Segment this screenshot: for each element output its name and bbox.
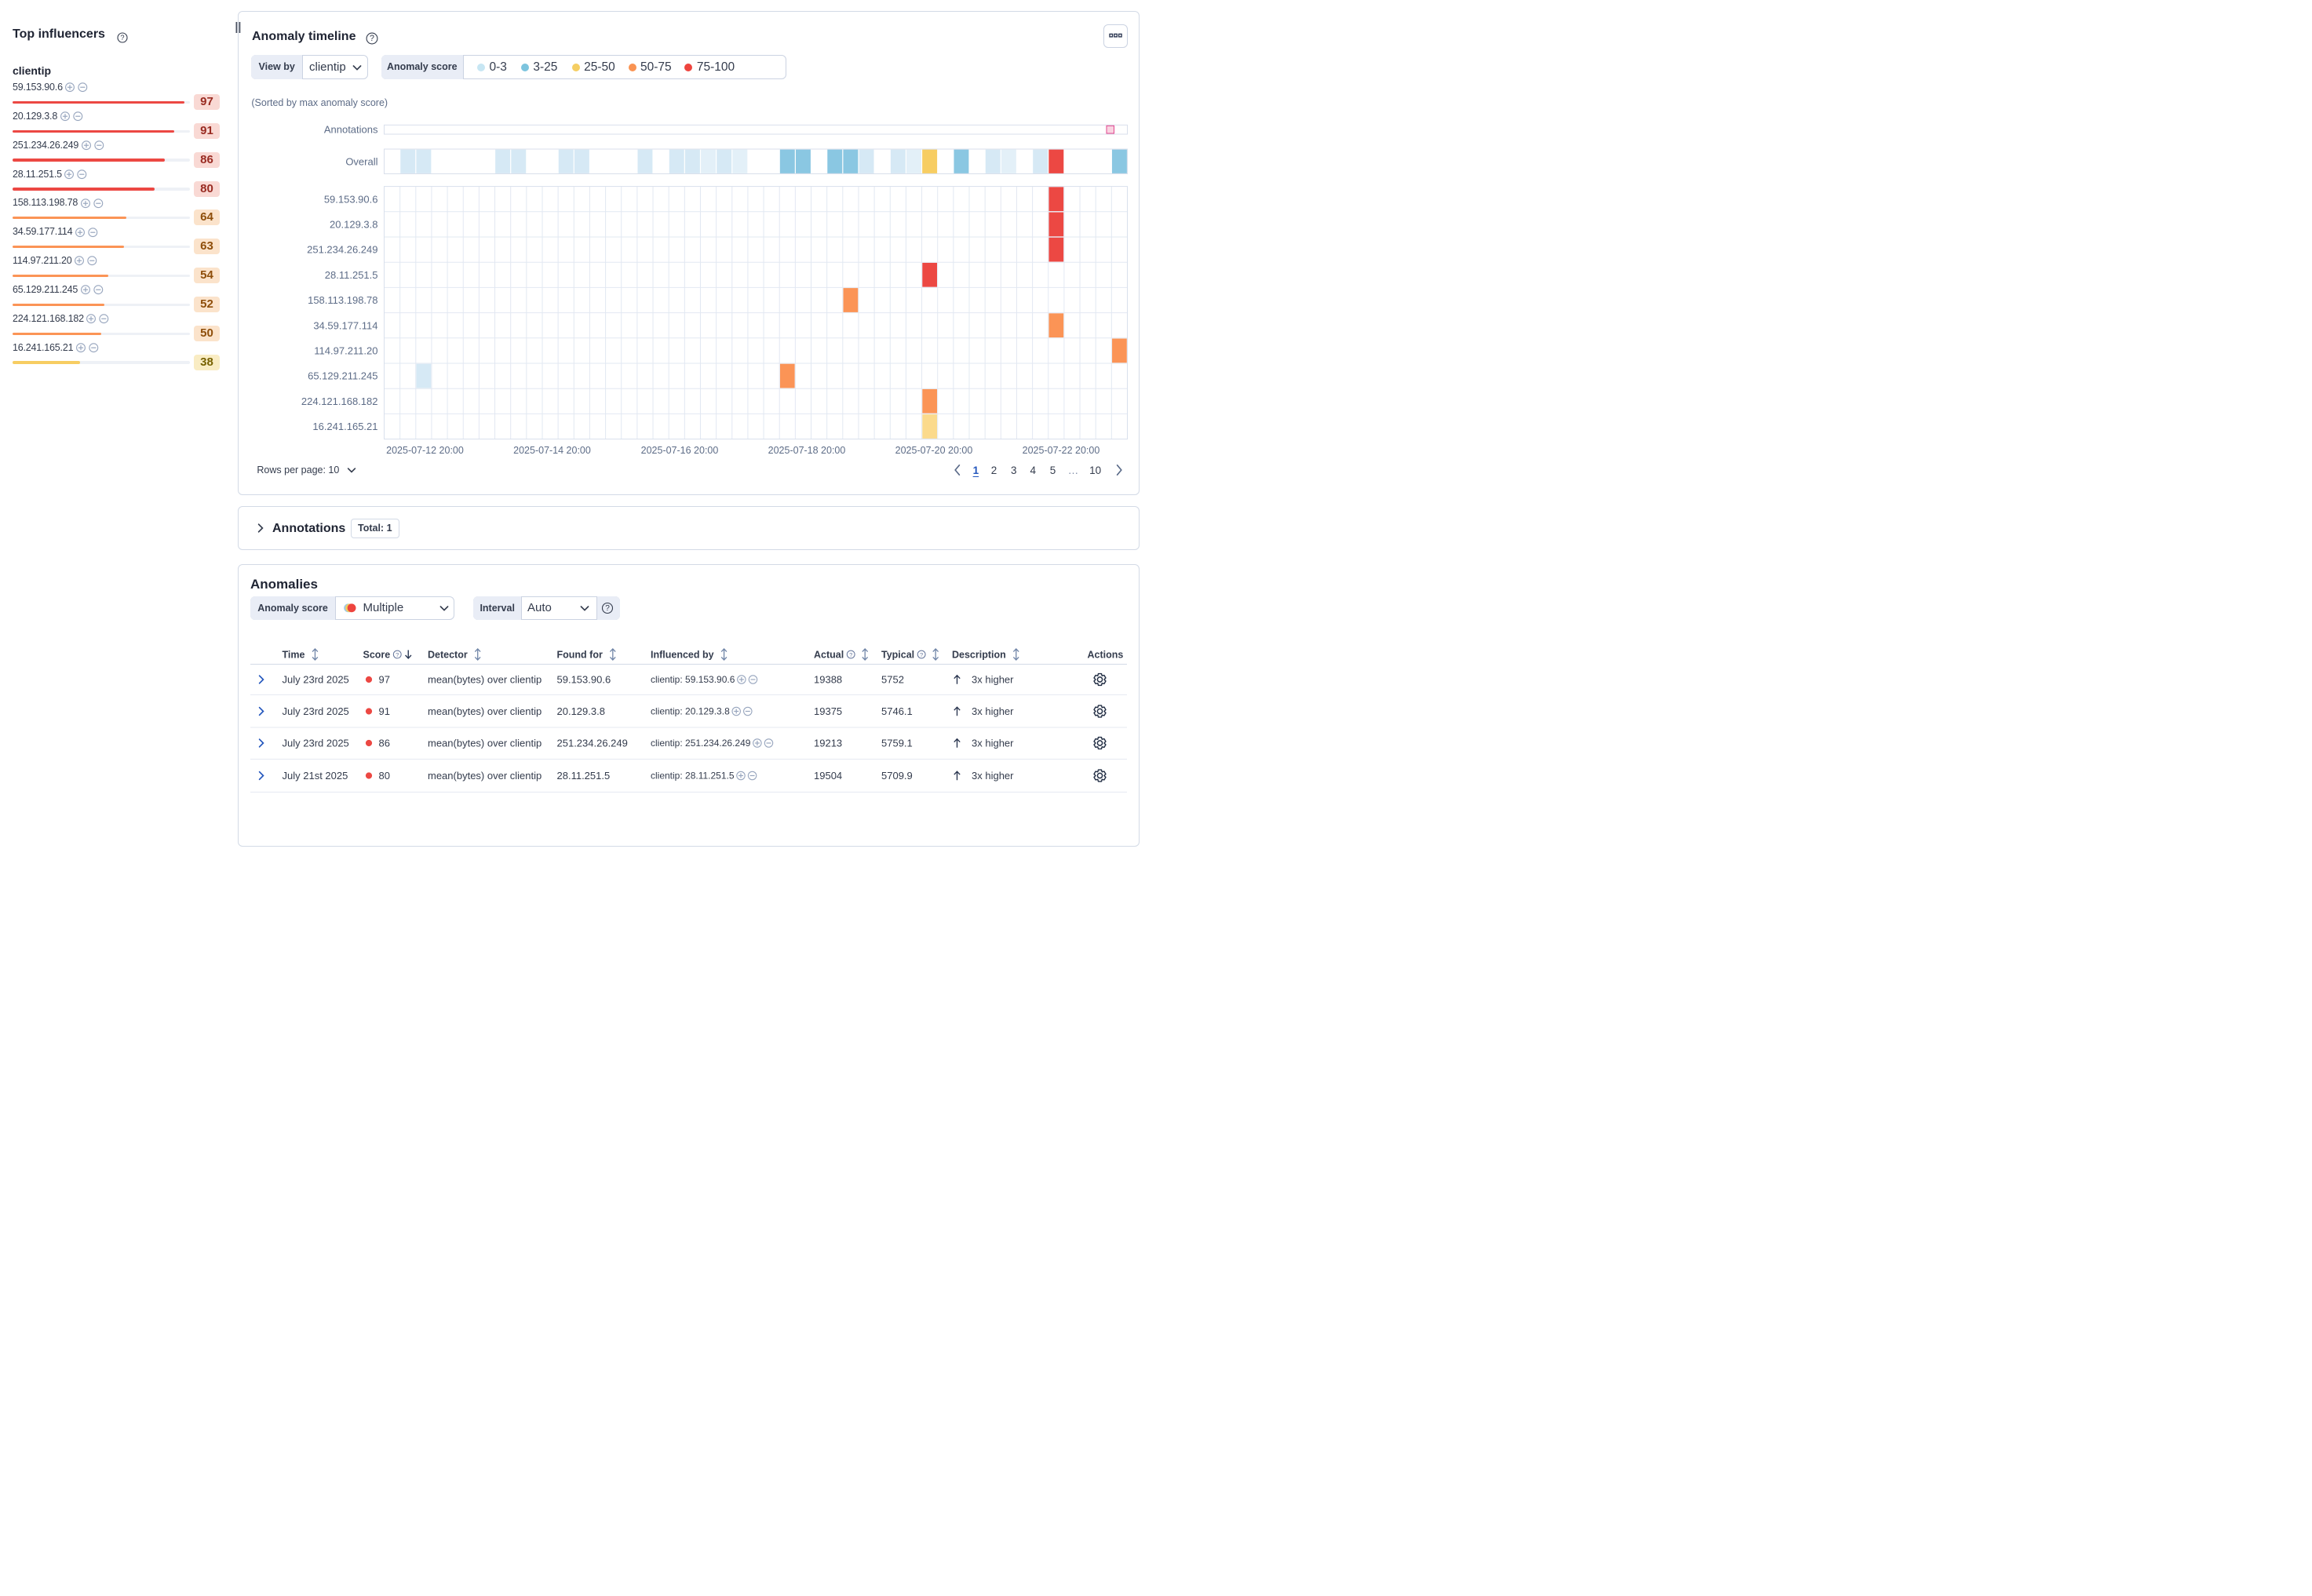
svg-text:mean(bytes) over clientip: mean(bytes) over clientip [428,770,542,782]
svg-text:97: 97 [379,674,390,686]
svg-text:Score: Score [363,650,391,661]
svg-text:mean(bytes) over clientip: mean(bytes) over clientip [428,738,542,749]
svg-text:mean(bytes) over clientip: mean(bytes) over clientip [428,705,542,717]
svg-text:5759.1: 5759.1 [881,738,913,749]
svg-text:?: ? [849,651,852,658]
svg-text:224.121.168.182: 224.121.168.182 [301,395,378,407]
svg-text:Found for: Found for [557,650,603,661]
svg-text:19504: 19504 [814,770,842,782]
svg-text:2025-07-20 20:00: 2025-07-20 20:00 [895,445,973,456]
svg-text:251.234.26.249: 251.234.26.249 [307,244,377,256]
svg-text:clientip: 28.11.251.5: clientip: 28.11.251.5 [651,771,735,782]
svg-text:3x higher: 3x higher [972,738,1014,749]
svg-text:19213: 19213 [814,738,842,749]
svg-text:3x higher: 3x higher [972,674,1014,686]
svg-text:?: ? [370,34,374,43]
svg-text:clientip: 251.234.26.249: clientip: 251.234.26.249 [651,738,751,749]
svg-text:clientip: 59.153.90.6: clientip: 59.153.90.6 [651,674,735,685]
svg-text:2025-07-12 20:00: 2025-07-12 20:00 [386,445,464,456]
svg-text:Actions: Actions [1088,650,1124,661]
svg-text:16.241.165.21: 16.241.165.21 [312,421,377,432]
svg-text:?: ? [396,651,399,658]
svg-text:July 21st 2025: July 21st 2025 [283,770,348,782]
svg-text:Actual: Actual [814,650,844,661]
svg-text:July 23rd 2025: July 23rd 2025 [283,738,349,749]
svg-text:Annotations: Annotations [324,124,378,136]
svg-text:20.129.3.8: 20.129.3.8 [557,705,605,717]
svg-text:Influenced by: Influenced by [651,650,714,661]
svg-text:19375: 19375 [814,705,842,717]
svg-text:Detector: Detector [428,650,468,661]
svg-text:5709.9: 5709.9 [881,770,913,782]
svg-text:5752: 5752 [881,674,904,686]
svg-text:59.153.90.6: 59.153.90.6 [324,193,378,205]
svg-text:mean(bytes) over clientip: mean(bytes) over clientip [428,674,542,686]
svg-text:59.153.90.6: 59.153.90.6 [557,674,611,686]
svg-text:Time: Time [283,650,305,661]
svg-text:251.234.26.249: 251.234.26.249 [557,738,628,749]
svg-text:Description: Description [952,650,1006,661]
svg-text:Overall: Overall [345,155,377,167]
svg-text:20.129.3.8: 20.129.3.8 [330,219,377,231]
svg-text:86: 86 [379,738,390,749]
svg-text:?: ? [120,34,124,42]
svg-text:?: ? [920,651,923,658]
svg-text:3x higher: 3x higher [972,770,1014,782]
svg-text:80: 80 [379,770,390,782]
svg-text:July 23rd 2025: July 23rd 2025 [283,674,349,686]
svg-text:28.11.251.5: 28.11.251.5 [557,770,611,782]
svg-text:5746.1: 5746.1 [881,705,913,717]
svg-text:158.113.198.78: 158.113.198.78 [308,294,377,306]
svg-text:3x higher: 3x higher [972,705,1014,717]
svg-text:28.11.251.5: 28.11.251.5 [325,269,378,281]
svg-text:2025-07-16 20:00: 2025-07-16 20:00 [641,445,719,456]
svg-text:2025-07-22 20:00: 2025-07-22 20:00 [1023,445,1100,456]
svg-text:clientip: 20.129.3.8: clientip: 20.129.3.8 [651,706,730,717]
svg-text:34.59.177.114: 34.59.177.114 [313,319,377,331]
svg-text:?: ? [605,604,610,613]
svg-text:Typical: Typical [881,650,914,661]
svg-text:91: 91 [379,705,390,717]
svg-text:July 23rd 2025: July 23rd 2025 [283,705,349,717]
svg-text:2025-07-18 20:00: 2025-07-18 20:00 [768,445,846,456]
svg-text:65.129.211.245: 65.129.211.245 [308,370,377,382]
svg-text:19388: 19388 [814,674,842,686]
svg-text:2025-07-14 20:00: 2025-07-14 20:00 [513,445,591,456]
svg-text:114.97.211.20: 114.97.211.20 [314,345,377,357]
